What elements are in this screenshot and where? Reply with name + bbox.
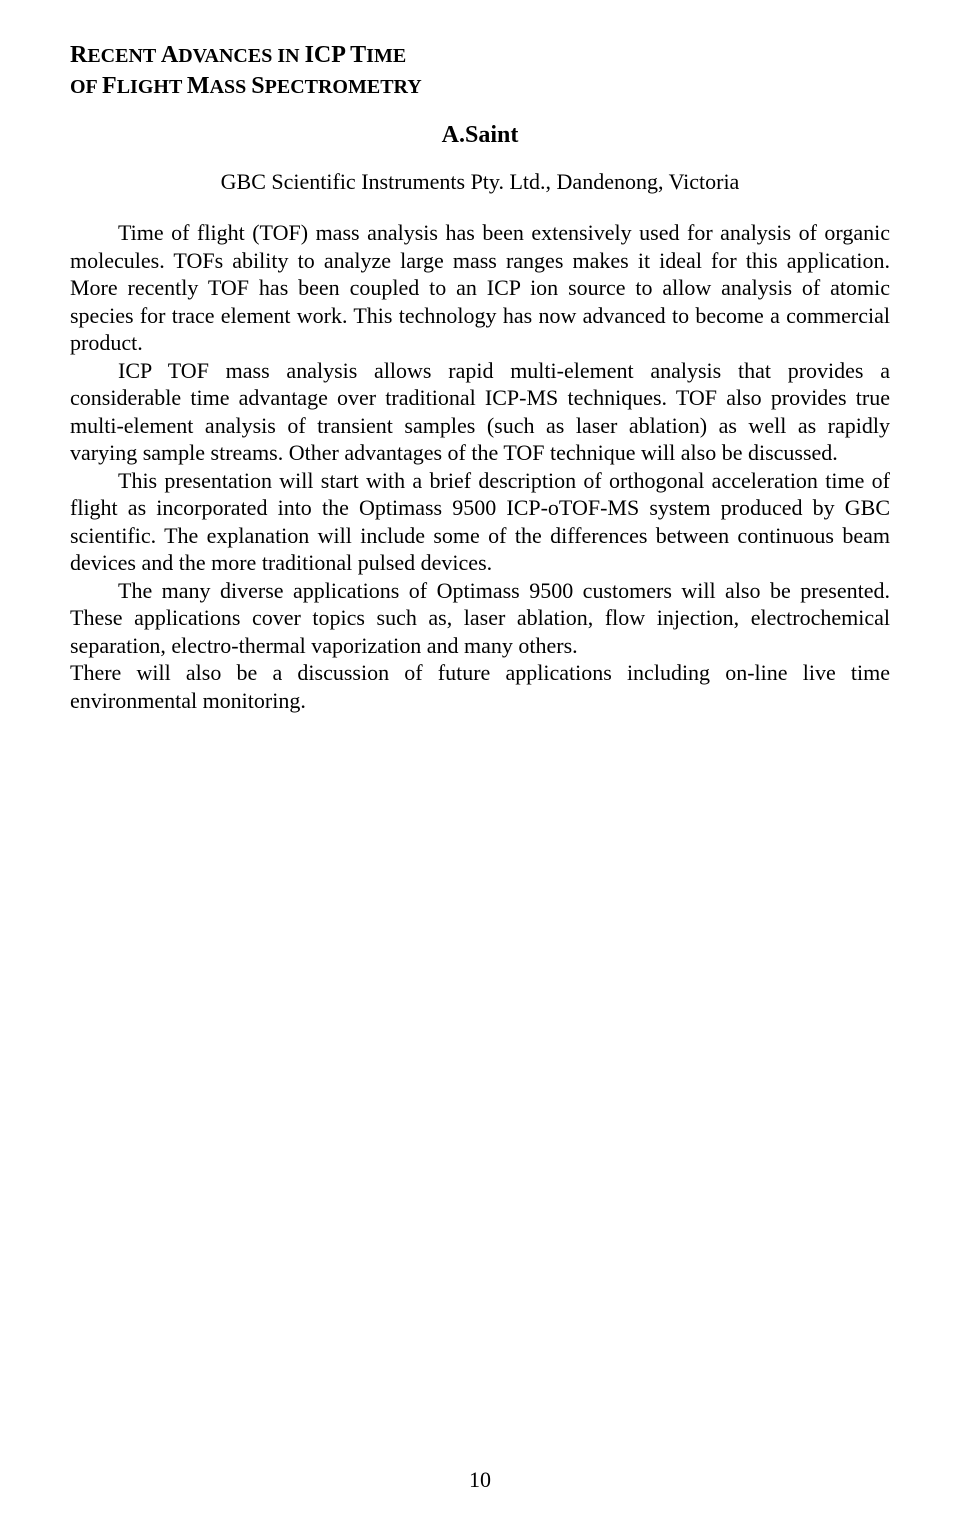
document-title: RECENT ADVANCES IN ICP TIME OF FLIGHT MA… <box>70 40 890 102</box>
paragraph-3: This presentation will start with a brie… <box>70 467 890 577</box>
author-name: A.Saint <box>70 122 890 149</box>
abstract-body: Time of flight (TOF) mass analysis has b… <box>70 219 890 714</box>
paragraph-5: There will also be a discussion of futur… <box>70 659 890 714</box>
title-line-2: OF FLIGHT MASS SPECTROMETRY <box>70 71 890 102</box>
paragraph-1: Time of flight (TOF) mass analysis has b… <box>70 219 890 357</box>
paragraph-2: ICP TOF mass analysis allows rapid multi… <box>70 357 890 467</box>
author-affiliation: GBC Scientific Instruments Pty. Ltd., Da… <box>70 169 890 195</box>
page-number: 10 <box>0 1467 960 1493</box>
paragraph-4: The many diverse applications of Optimas… <box>70 577 890 660</box>
title-line-1: RECENT ADVANCES IN ICP TIME <box>70 40 890 71</box>
